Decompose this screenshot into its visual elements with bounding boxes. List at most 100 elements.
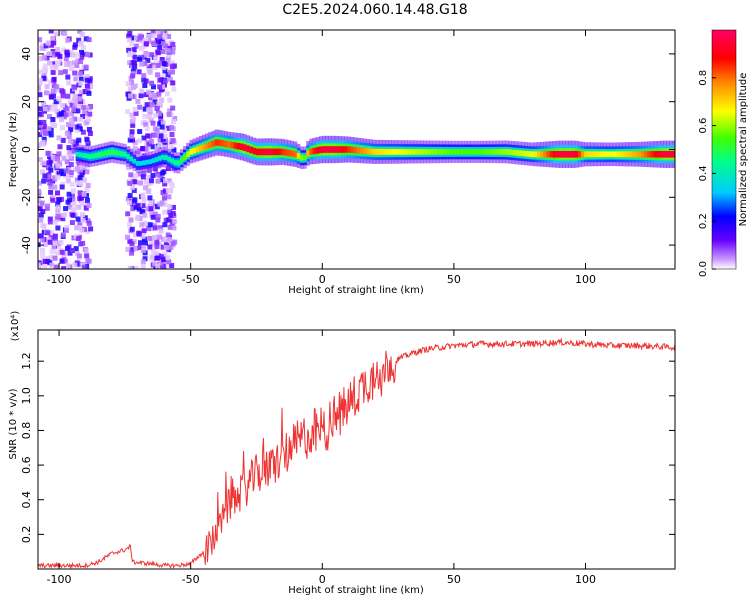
spectrogram-noise-cell	[139, 88, 145, 94]
spectrogram-ridge-cell	[138, 160, 143, 166]
spectrogram-noise-cell	[152, 99, 158, 105]
spectrogram-ridge-cell	[423, 149, 427, 155]
spectrogram-noise-cell	[125, 81, 131, 87]
spectrogram-ridge-cell	[495, 149, 500, 155]
spectrogram-noise-cell	[170, 80, 176, 86]
spectrogram-noise-cell	[39, 200, 45, 206]
spectrogram-noise-cell	[78, 80, 84, 86]
spectrogram-noise-cell	[141, 236, 147, 242]
spectrogram-noise-cell	[49, 254, 55, 260]
spectrogram-ridge-cell	[160, 154, 165, 160]
spectrogram-noise-cell	[71, 201, 77, 207]
spectrogram-noise-cell	[80, 240, 86, 246]
spectrogram-noise-cell	[162, 201, 168, 207]
spectrogram-noise-cell	[64, 130, 70, 136]
spectrogram-ridge-cell	[100, 151, 105, 157]
spectrogram-noise-cell	[158, 77, 164, 83]
spectrogram-x-axis-label: Height of straight line (km)	[288, 285, 424, 296]
spectrogram-ridge-cell	[581, 151, 585, 158]
spectrogram-noise-cell	[140, 264, 146, 269]
spectrogram-noise-cell	[79, 54, 85, 60]
spectrogram-noise-cell	[141, 135, 147, 141]
colorbar-tick-label: 0.6	[698, 118, 709, 134]
spectrogram-noise-cell	[167, 69, 173, 75]
spectrogram-ridge-cell	[344, 146, 348, 153]
spectrogram-ridge-cell	[366, 148, 370, 155]
spectrogram-ridge-cell	[170, 158, 175, 164]
spectrogram-ridge-cell	[397, 149, 402, 155]
spectrogram-noise-cell	[162, 181, 168, 187]
spectrogram-noise-cell	[145, 182, 151, 188]
spectrogram-noise-cell	[156, 111, 162, 117]
spectrogram-noise-cell	[45, 150, 51, 156]
spectrogram-noise-cell	[142, 106, 148, 112]
spectrogram-noise-cell	[67, 250, 73, 256]
spectrogram-noise-cell	[170, 105, 176, 111]
spectrogram-noise-cell	[82, 51, 88, 57]
spectrogram-noise-cell	[66, 150, 72, 156]
spectrogram-noise-cell	[135, 98, 141, 104]
spectrogram-ridge-cell	[653, 151, 658, 158]
spectrogram-ridge-cell	[593, 151, 598, 158]
spectrogram-ridge-cell	[202, 144, 206, 151]
spectrogram-noise-cell	[129, 80, 135, 86]
spectrogram-noise-cell	[72, 116, 78, 122]
spectrogram-ridge-cell	[492, 149, 497, 155]
spectrogram-noise-cell	[38, 192, 41, 198]
spectrogram-noise-cell	[61, 266, 67, 269]
spectrogram-noise-cell	[132, 83, 138, 89]
spectrogram-noise-cell	[155, 50, 161, 56]
snr-y-tick-label: 0.4	[20, 491, 33, 509]
spectrogram-noise-cell	[143, 41, 149, 47]
spectrogram-noise-cell	[79, 195, 85, 201]
spectrogram-noise-cell	[157, 121, 163, 127]
spectrogram-noise-cell	[170, 45, 176, 51]
spectrogram-noise-cell	[50, 116, 56, 122]
spectrogram-noise-cell	[55, 47, 61, 53]
spectrogram-noise-cell	[46, 60, 52, 66]
spectrogram-noise-cell	[72, 42, 78, 48]
spectrogram-noise-cell	[129, 63, 135, 69]
spectrogram-noise-cell	[72, 262, 78, 268]
spectrogram-panel: -100 -50 0 50 100 -40 -20 0 20 40 Height of strai…	[8, 29, 676, 296]
spectrogram-noise-cell	[51, 175, 57, 181]
spectrogram-ridge-cell	[461, 149, 465, 155]
spectrogram-ridge-cell	[290, 150, 295, 157]
spectrogram-ridge-cell	[350, 146, 355, 153]
spectrogram-ridge-cell	[609, 151, 614, 158]
spectrogram-ridge-cell	[454, 149, 459, 155]
spectrogram-ridge-cell	[249, 146, 254, 154]
spectrogram-noise-cell	[169, 124, 175, 130]
spectrogram-ridge-cell	[457, 149, 462, 155]
colorbar-ticks: 0.0 0.2 0.4 0.6 0.8	[698, 70, 716, 277]
spectrogram-noise-cell	[148, 94, 154, 100]
spectrogram-noise-cell	[85, 88, 91, 94]
spectrogram-noise-cell	[160, 170, 166, 176]
spectrogram-noise-cell	[79, 200, 85, 206]
spectrogram-noise-cell	[54, 60, 60, 66]
spectrogram-noise-cell	[81, 166, 87, 172]
spectrogram-ridge-cell	[296, 152, 301, 159]
spectrogram-noise-cell	[126, 47, 132, 53]
spectrogram-ridge-cell	[407, 149, 411, 155]
spectrogram-noise-cell	[158, 60, 164, 66]
spectrogram-noise-cell	[141, 77, 147, 83]
spectrogram-x-tick-label: -50	[182, 273, 200, 286]
spectrogram-noise-cell	[125, 91, 131, 97]
spectrogram-noise-cell	[55, 225, 61, 231]
snr-y-tick-label: 0.2	[20, 526, 33, 544]
spectrogram-noise-cell	[65, 74, 71, 80]
spectrogram-noise-cell	[38, 212, 44, 218]
spectrogram-ridge-cell	[521, 150, 525, 157]
spectrogram-noise-cell	[167, 204, 173, 210]
spectrogram-noise-cell	[160, 84, 166, 90]
spectrogram-ridge-cell	[123, 151, 127, 157]
spectrogram-noise-cell	[81, 191, 87, 197]
spectrogram-noise-cell	[132, 64, 138, 70]
spectrogram-noise-cell	[46, 237, 52, 243]
spectrogram-noise-cell	[160, 138, 166, 144]
spectrogram-ridge-cell	[429, 149, 434, 155]
spectrogram-noise-cell	[64, 106, 70, 112]
spectrogram-noise-cell	[133, 245, 139, 251]
spectrogram-noise-cell	[75, 58, 81, 64]
